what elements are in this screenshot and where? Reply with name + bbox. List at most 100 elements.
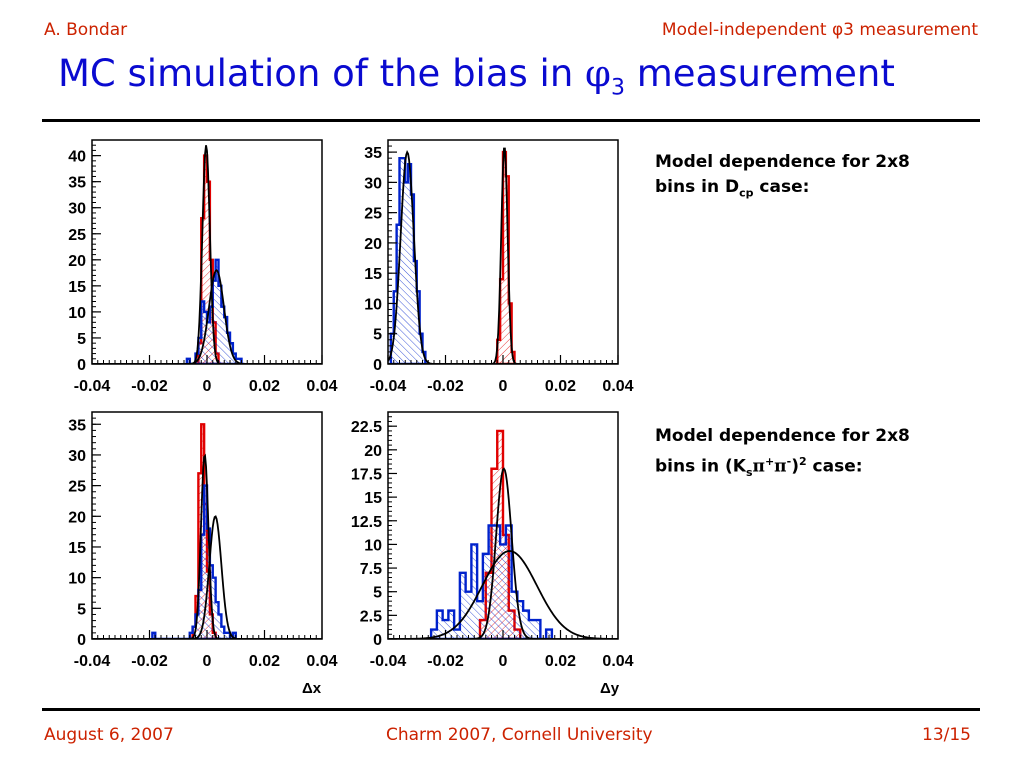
x-tick-label: 0: [499, 653, 508, 670]
note-dcp-line2-text: bins in D: [655, 177, 740, 197]
y-tick-label: 0: [373, 357, 382, 374]
y-tick-label: 10: [68, 571, 86, 588]
y-tick-label: 25: [68, 227, 86, 244]
note-dcp-line1: Model dependence for 2x8: [655, 152, 910, 172]
y-tick-label: 17.5: [351, 466, 382, 483]
note-dcp-line2-end: case:: [753, 177, 810, 197]
x-tick-label: 0: [499, 378, 508, 395]
title-phi-symbol: φ: [585, 52, 611, 95]
note-kspipi-paren: ): [791, 456, 799, 477]
footer-divider: [42, 708, 980, 711]
x-tick-label: 0.02: [545, 653, 576, 670]
y-tick-label: 15: [68, 279, 86, 296]
y-tick-label: 5: [77, 331, 86, 348]
x-axis-label-dy: Δy: [600, 680, 620, 697]
y-tick-label: 20: [68, 253, 86, 270]
note-dcp-subscript: cp: [739, 186, 754, 200]
x-tick-label: 0: [203, 653, 212, 670]
x-axis-label-dx: Δx: [302, 680, 322, 697]
y-tick-label: 7.5: [360, 561, 382, 578]
header-author: A. Bondar: [44, 20, 128, 40]
x-tick-label: 0.02: [249, 653, 280, 670]
gaussian-fit-curve-2: [388, 147, 618, 364]
y-tick-label: 5: [373, 585, 382, 602]
footer-event: Charm 2007, Cornell University: [386, 725, 653, 745]
note-kspipi-line2-text: bins in (K: [655, 456, 746, 477]
y-tick-label: 30: [364, 175, 382, 192]
x-tick-label: -0.04: [74, 378, 111, 395]
y-tick-label: 30: [68, 448, 86, 465]
y-tick-label: 22.5: [351, 419, 382, 436]
x-tick-label: 0.04: [602, 378, 633, 395]
gaussian-fit-curve-2: [388, 550, 618, 639]
gaussian-fit-curve-2: [92, 269, 322, 364]
header-divider: [42, 119, 980, 122]
y-tick-label: 0: [77, 357, 86, 374]
note-dcp-case: Model dependence for 2x8 bins in Dcp cas…: [655, 150, 1000, 205]
note-kspipi-line1: Model dependence for 2x8: [655, 426, 910, 446]
x-tick-label: 0.02: [249, 378, 280, 395]
x-tick-label: -0.04: [370, 378, 407, 395]
y-tick-label: 15: [68, 540, 86, 557]
y-tick-label: 0: [373, 632, 382, 649]
note-kspipi-plus-sign: +: [764, 455, 775, 468]
y-tick-label: 20: [364, 236, 382, 253]
x-tick-label: -0.02: [427, 653, 464, 670]
note-kspipi-line2: bins in (Ksπ+π-)2 case:: [655, 449, 1000, 485]
y-tick-label: 35: [364, 145, 382, 162]
y-tick-label: 2.5: [360, 608, 382, 625]
gaussian-fit-curve-1: [388, 467, 618, 639]
title-phi-subscript: 3: [610, 75, 625, 101]
slide-title: MC simulation of the bias in φ3 measurem…: [58, 52, 895, 100]
y-tick-label: 15: [364, 266, 382, 283]
y-tick-label: 20: [364, 443, 382, 460]
note-kspipi-pi-minus: π: [774, 456, 787, 477]
histogram-panel-2: -0.04 -0.02 0 0.02 0.04 0 5 10 15 20 25 30 35: [364, 139, 634, 395]
footer-date: August 6, 2007: [44, 725, 174, 745]
title-main: MC simulation of the bias in: [58, 52, 586, 95]
note-dcp-line2: bins in Dcp case:: [655, 175, 1000, 205]
histogram-panel-3: -0.04 -0.02 0 0.02 0.04 0 5 10 15 20 25 30 35: [68, 411, 338, 670]
y-tick-label: 35: [68, 175, 86, 192]
plot-area: [388, 429, 618, 639]
note-kspipi-line2-end: case:: [806, 456, 863, 477]
x-tick-label: 0.04: [306, 653, 337, 670]
histogram-panel-4: -0.04 -0.02 0 0.02 0.04 0 2.5 5 7.5 10 12.5 15 17.5 2…: [351, 411, 634, 670]
y-tick-label: 0: [77, 632, 86, 649]
note-kspipi-square: 2: [798, 455, 807, 468]
histogram-blue-series: [151, 484, 237, 639]
header-topic: Model-independent φ3 measurement: [661, 20, 978, 40]
gaussian-fit-curve-1: [92, 453, 322, 639]
y-tick-label: 10: [68, 305, 86, 322]
footer-page-number: 13/15: [922, 725, 971, 745]
x-tick-label: -0.02: [427, 378, 464, 395]
histogram-panels: -0.04 -0.02 0 0.02 0.04 0 5 10 15 20 25 30 35 40 -0.04…: [68, 139, 634, 670]
gaussian-fit-curve-1: [92, 145, 322, 364]
y-tick-label: 5: [373, 327, 382, 344]
x-tick-label: 0: [203, 378, 212, 395]
x-tick-label: -0.02: [131, 653, 168, 670]
x-tick-label: 0.04: [602, 653, 633, 670]
y-tick-label: 10: [364, 296, 382, 313]
y-tick-label: 30: [68, 201, 86, 218]
note-kspipi-minus-sign: -: [786, 455, 792, 468]
note-kspipi-pi-plus: π: [752, 456, 765, 477]
y-tick-label: 25: [68, 479, 86, 496]
y-tick-label: 10: [364, 537, 382, 554]
y-tick-label: 5: [77, 601, 86, 618]
gaussian-fit-curve-1: [388, 149, 618, 364]
note-kspipi-ks-subscript: s: [745, 466, 753, 480]
y-tick-label: 25: [364, 206, 382, 223]
gaussian-fit-curve-2: [92, 515, 322, 639]
plot-area: [388, 147, 618, 364]
y-tick-label: 12.5: [351, 514, 382, 531]
y-tick-label: 40: [68, 149, 86, 166]
y-tick-label: 15: [364, 490, 382, 507]
x-tick-label: -0.02: [131, 378, 168, 395]
title-tail: measurement: [624, 52, 895, 95]
y-tick-label: 20: [68, 509, 86, 526]
histogram-panel-1: -0.04 -0.02 0 0.02 0.04 0 5 10 15 20 25 30 35 40: [68, 139, 338, 395]
note-kspipi-case: Model dependence for 2x8 bins in (Ksπ+π-…: [655, 424, 1000, 485]
x-tick-label: -0.04: [370, 653, 407, 670]
plot-area: [92, 423, 322, 639]
